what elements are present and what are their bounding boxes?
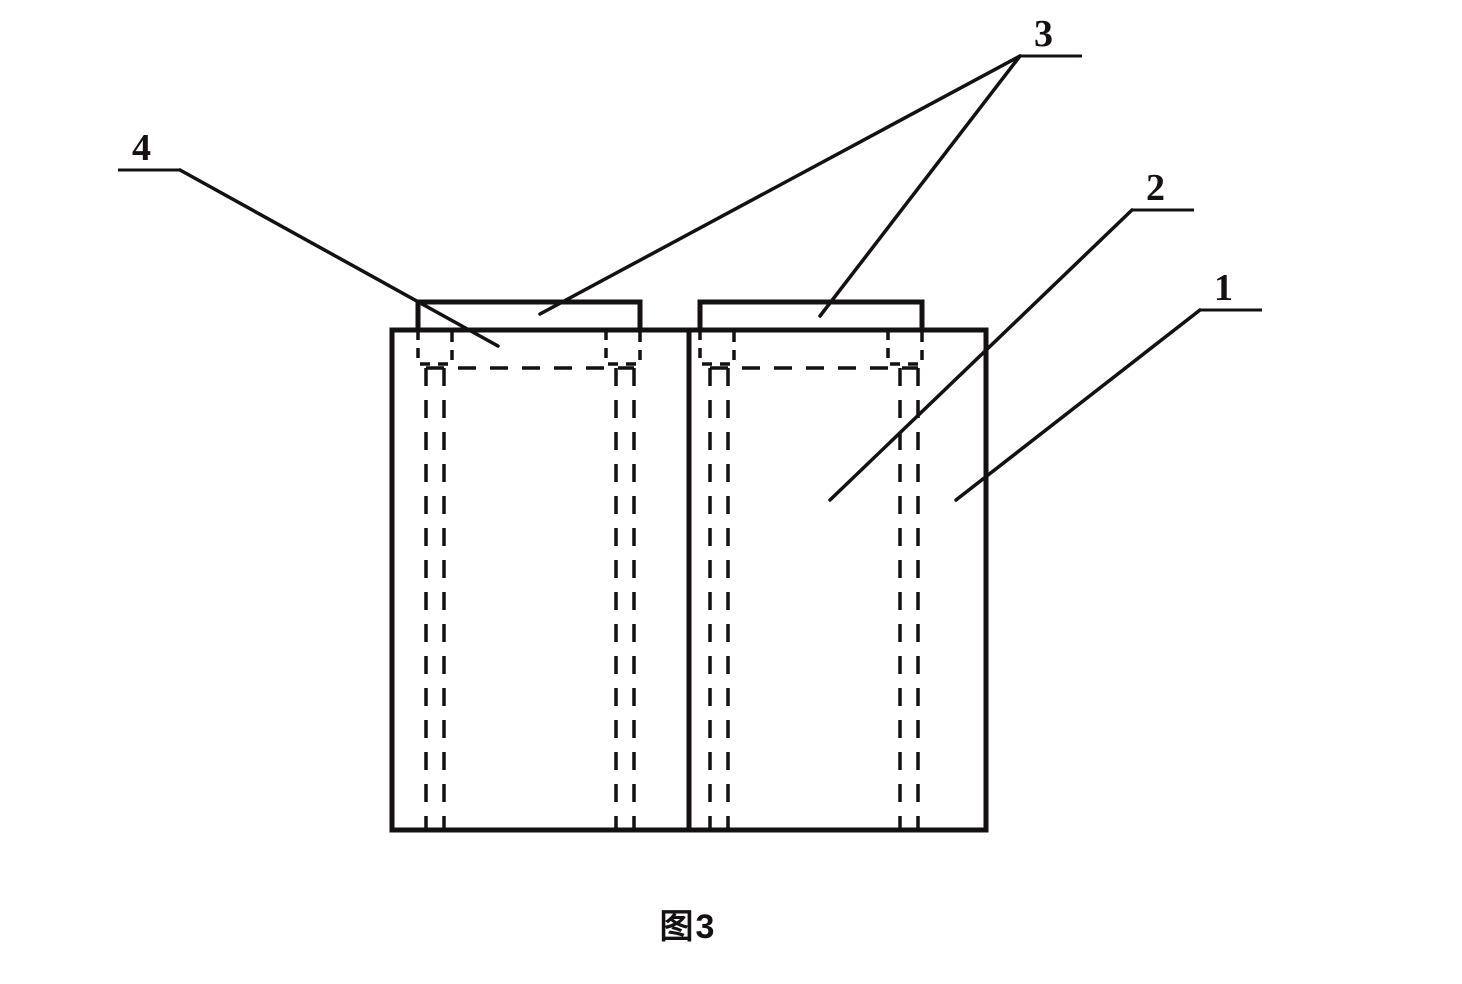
label-3: 3 bbox=[1034, 13, 1053, 55]
label-4: 4 bbox=[132, 127, 151, 169]
label-2: 2 bbox=[1146, 167, 1165, 209]
label-1: 1 bbox=[1214, 267, 1233, 309]
canvas-bg bbox=[0, 0, 1462, 984]
figure-caption: 图3 bbox=[660, 908, 717, 946]
